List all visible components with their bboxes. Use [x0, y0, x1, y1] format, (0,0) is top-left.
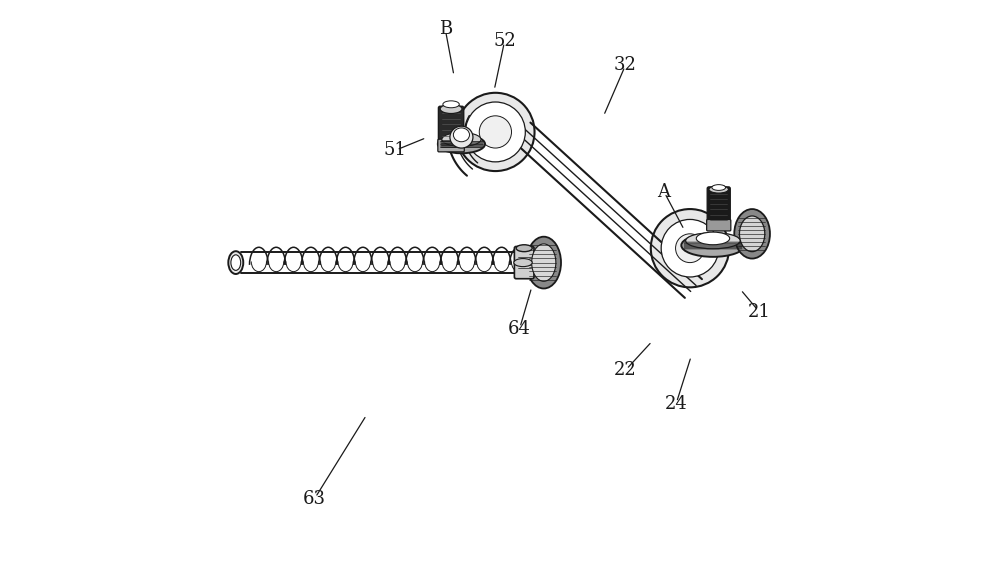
- Ellipse shape: [712, 185, 726, 190]
- Ellipse shape: [696, 232, 730, 245]
- Circle shape: [479, 116, 512, 148]
- Ellipse shape: [438, 135, 485, 153]
- Ellipse shape: [440, 104, 462, 114]
- Ellipse shape: [681, 234, 745, 257]
- Ellipse shape: [514, 258, 532, 267]
- Text: 64: 64: [508, 320, 531, 338]
- Circle shape: [676, 234, 704, 263]
- Ellipse shape: [442, 133, 481, 147]
- Circle shape: [465, 102, 525, 162]
- FancyBboxPatch shape: [438, 139, 464, 152]
- Text: 51: 51: [384, 141, 407, 159]
- FancyBboxPatch shape: [514, 246, 534, 279]
- Text: 63: 63: [303, 490, 326, 508]
- Ellipse shape: [450, 126, 473, 148]
- Text: 22: 22: [614, 361, 637, 379]
- Text: A: A: [658, 183, 671, 201]
- Ellipse shape: [532, 244, 556, 282]
- Text: 24: 24: [665, 395, 688, 413]
- FancyBboxPatch shape: [707, 187, 730, 223]
- Ellipse shape: [516, 245, 532, 252]
- Ellipse shape: [526, 237, 561, 288]
- Ellipse shape: [739, 216, 765, 252]
- Text: 21: 21: [748, 302, 770, 321]
- Text: B: B: [439, 20, 452, 39]
- Ellipse shape: [734, 209, 770, 258]
- FancyBboxPatch shape: [707, 219, 731, 231]
- Text: 32: 32: [614, 56, 637, 74]
- Ellipse shape: [686, 233, 740, 249]
- FancyBboxPatch shape: [438, 106, 464, 145]
- Ellipse shape: [453, 128, 469, 142]
- Ellipse shape: [709, 186, 729, 193]
- Text: 52: 52: [493, 32, 516, 50]
- Circle shape: [661, 219, 719, 277]
- Ellipse shape: [228, 251, 243, 274]
- Ellipse shape: [231, 255, 241, 271]
- Ellipse shape: [443, 101, 459, 108]
- Circle shape: [651, 209, 729, 287]
- Circle shape: [456, 93, 535, 171]
